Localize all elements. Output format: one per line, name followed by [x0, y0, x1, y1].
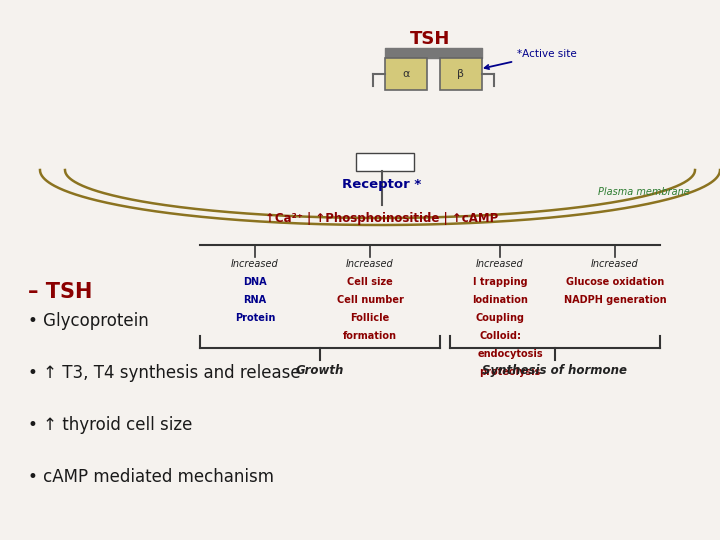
Text: Cell number: Cell number — [336, 295, 403, 305]
Text: Follicle: Follicle — [351, 313, 390, 323]
Text: • ↑ T3, T4 synthesis and release: • ↑ T3, T4 synthesis and release — [28, 364, 301, 382]
Text: Increased: Increased — [591, 259, 639, 269]
Text: β: β — [457, 69, 464, 79]
Text: Protein: Protein — [235, 313, 275, 323]
Text: Growth: Growth — [296, 364, 344, 377]
Text: DNA: DNA — [243, 277, 267, 287]
Text: Glucose oxidation: Glucose oxidation — [566, 277, 664, 287]
Bar — [440, 58, 482, 90]
Text: Coupling: Coupling — [475, 313, 524, 323]
Text: NADPH generation: NADPH generation — [564, 295, 666, 305]
Text: • ↑ thyroid cell size: • ↑ thyroid cell size — [28, 416, 192, 434]
Text: Receptor *: Receptor * — [343, 178, 422, 191]
Text: Increased: Increased — [476, 259, 524, 269]
Text: *Active site: *Active site — [485, 49, 577, 69]
Text: – TSH: – TSH — [28, 282, 92, 302]
Text: ↑Ca²⁺ | ↑Phosphoinositide | ↑cAMP: ↑Ca²⁺ | ↑Phosphoinositide | ↑cAMP — [266, 212, 499, 225]
Text: Increased: Increased — [231, 259, 279, 269]
Text: Plasma membrane: Plasma membrane — [598, 187, 690, 197]
Text: endocytosis: endocytosis — [477, 349, 543, 359]
Text: α: α — [402, 69, 410, 79]
Text: • cAMP mediated mechanism: • cAMP mediated mechanism — [28, 468, 274, 486]
Bar — [356, 153, 414, 171]
Text: Synthesis of hormone: Synthesis of hormone — [482, 364, 628, 377]
Text: formation: formation — [343, 331, 397, 341]
Text: • Glycoprotein: • Glycoprotein — [28, 312, 149, 330]
Text: TSH: TSH — [410, 30, 450, 48]
Text: Cell size: Cell size — [347, 277, 393, 287]
Text: proteolysis: proteolysis — [480, 367, 541, 377]
Text: RNA: RNA — [243, 295, 266, 305]
Text: I trapping: I trapping — [473, 277, 527, 287]
Text: Colloid:: Colloid: — [479, 331, 521, 341]
Text: Increased: Increased — [346, 259, 394, 269]
Bar — [385, 58, 427, 90]
Text: Iodination: Iodination — [472, 295, 528, 305]
